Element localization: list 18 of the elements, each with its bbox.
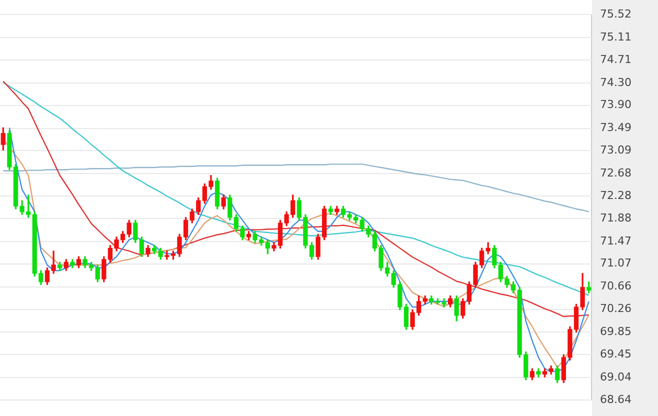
y-tick-label: 68.64 (600, 392, 632, 406)
y-tick-label: 72.68 (600, 166, 632, 180)
y-tick-label: 75.11 (600, 30, 632, 44)
y-tick-label: 70.66 (600, 280, 632, 293)
y-tick-label: 73.49 (600, 121, 632, 134)
y-tick-label: 69.04 (600, 370, 632, 384)
y-tick-label: 74.30 (600, 76, 632, 89)
y-tick-label: 73.09 (600, 144, 632, 157)
y-tick-label: 71.88 (600, 211, 632, 224)
y-tick-label: 75.52 (600, 7, 632, 20)
y-tick-label: 73.90 (600, 98, 632, 112)
y-tick-label: 72.28 (600, 188, 632, 202)
y-tick-label: 69.45 (600, 347, 632, 360)
y-tick-label: 71.47 (600, 234, 632, 248)
y-tick-label: 69.85 (600, 325, 632, 338)
y-tick-label: 70.26 (600, 302, 632, 316)
y-tick-label: 71.07 (600, 256, 632, 270)
y-tick-label: 74.71 (600, 52, 632, 66)
